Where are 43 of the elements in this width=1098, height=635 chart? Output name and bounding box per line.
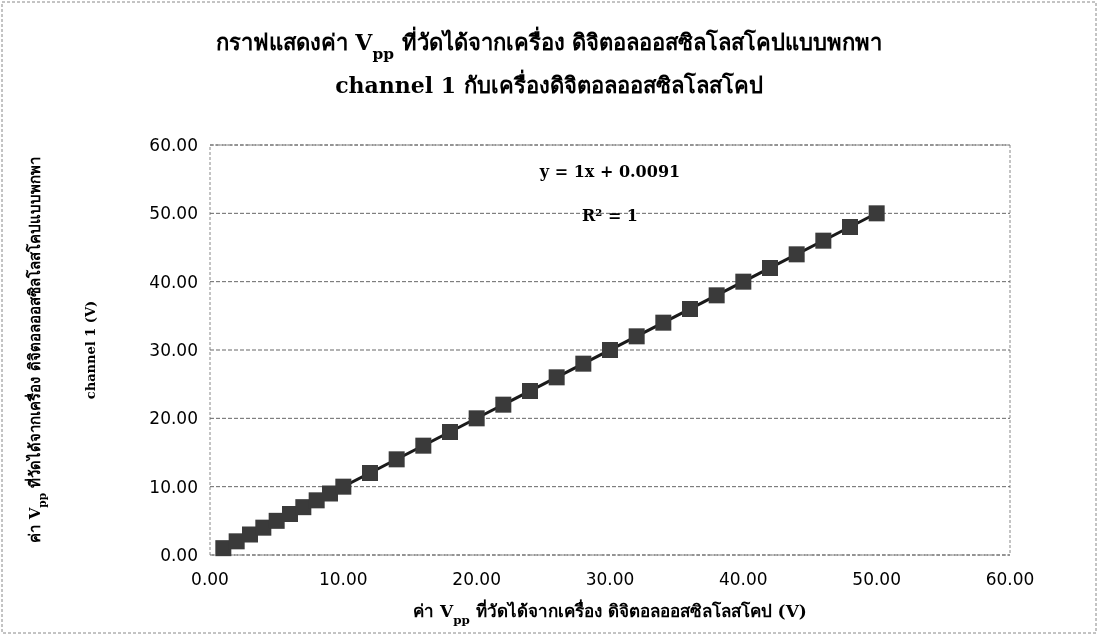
y-tick-label: 30.00 [149, 339, 198, 360]
point [415, 437, 432, 454]
annotation: R² = 1 [582, 206, 638, 225]
point [362, 465, 378, 481]
point [762, 260, 778, 276]
annotation: y = 1x + 0.0091 [538, 162, 681, 181]
y-tick-label: 40.00 [149, 271, 198, 292]
point [682, 301, 698, 317]
x-tick-label: 20.00 [452, 569, 501, 589]
point [388, 451, 405, 468]
x-tick-label: 60.00 [985, 569, 1035, 589]
point [788, 246, 805, 263]
x-tick-label: 10.00 [319, 569, 368, 589]
point [575, 355, 592, 372]
y-tick-label: 0.00 [160, 544, 198, 565]
x-tick-label: 0.00 [191, 569, 229, 589]
y-tick-label: 10.00 [149, 476, 198, 497]
point [628, 328, 645, 345]
y-tick-label: 20.00 [149, 408, 198, 429]
point [468, 410, 485, 427]
point [735, 273, 752, 290]
point [255, 519, 272, 536]
chart-title: กราฟแสดงค่า V$_{pp}$ ที่วัดได้จากเครื่อง ดิจิตอลออสซิลโลสโคปแบบพกพา [215, 26, 883, 63]
point [215, 540, 232, 557]
point [442, 424, 458, 440]
point [522, 383, 538, 399]
point [602, 342, 618, 358]
y-tick-label: 50.00 [149, 203, 198, 224]
x-tick-label: 50.00 [852, 569, 901, 589]
x-tick-label: 30.00 [585, 569, 635, 589]
point [295, 499, 312, 516]
point [335, 478, 352, 495]
x-tick-label: 40.00 [719, 569, 768, 589]
point [815, 232, 832, 249]
point [655, 314, 672, 331]
point [548, 369, 565, 386]
point [708, 287, 725, 304]
point [868, 205, 885, 222]
point [842, 219, 858, 235]
x-axis-title: ค่า V$_{pp}$ ที่วัดได้จากเครื่อง ดิจิตอลออสซิลโลสโคป (V) [413, 599, 807, 627]
point [495, 396, 512, 413]
chart-subtitle: channel 1 กับเครื่องดิจิตอลออสซิลโลสโคป [335, 69, 763, 98]
y-tick-label: 60.00 [149, 134, 198, 155]
